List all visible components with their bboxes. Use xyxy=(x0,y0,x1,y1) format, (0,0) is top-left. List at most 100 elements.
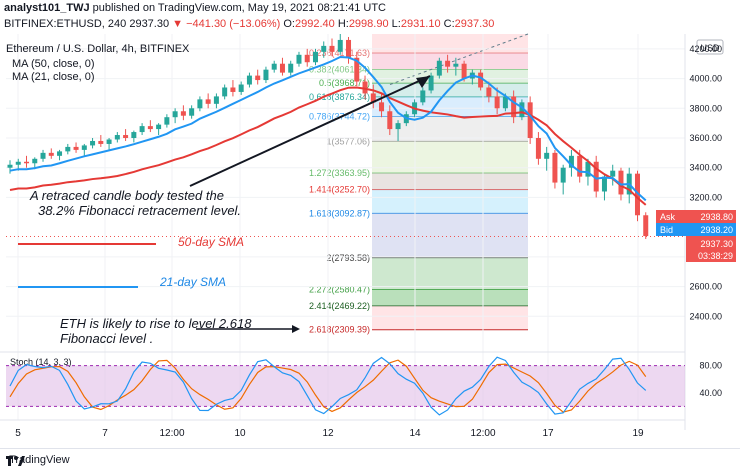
price-tick: 2400.00 xyxy=(689,311,722,321)
high-label: H: xyxy=(337,18,349,30)
stoch-label: Stoch (14, 3, 3) xyxy=(10,357,72,367)
price-change: −441.30 (−13.06%) xyxy=(186,18,281,30)
candle-body xyxy=(197,99,203,109)
time-tick: 17 xyxy=(542,428,554,439)
bid-tag-label: Bid xyxy=(660,225,673,235)
candle-body xyxy=(610,170,616,177)
candle-body xyxy=(238,84,244,92)
candle-body xyxy=(321,45,327,52)
candle-body xyxy=(24,161,30,164)
candle-body xyxy=(73,146,79,150)
symbol: BITFINEX:ETHUSD, 240 xyxy=(4,18,127,30)
time-tick: 7 xyxy=(102,428,108,439)
candle-body xyxy=(453,63,459,67)
candle-body xyxy=(106,139,112,144)
candle-body xyxy=(230,87,236,92)
fib-level-label: 0.5(3968.71) xyxy=(319,78,370,88)
open-label: O: xyxy=(283,18,295,30)
last-price-tag: 2937.30 xyxy=(700,239,733,249)
fib-band xyxy=(372,257,528,290)
candle-body xyxy=(7,164,13,168)
time-tick: 12:00 xyxy=(159,428,184,439)
price-chart[interactable]: 0.236(4171.63) 0.382(4061.34) 0.5(3968.71)… xyxy=(0,0,740,448)
candle-body xyxy=(172,111,178,118)
candle-body xyxy=(312,51,318,63)
candle-body xyxy=(57,151,63,156)
close-value: 2937.30 xyxy=(454,18,495,30)
retrace-note-line1: A retraced candle body tested the xyxy=(29,188,224,203)
price-tick: 3400.00 xyxy=(689,163,722,173)
candle-body xyxy=(271,63,277,70)
candle-body xyxy=(48,152,54,156)
forecast-note-line2: Fibonacci level . xyxy=(60,331,153,346)
stoch-band xyxy=(6,365,685,407)
low-label: L: xyxy=(391,18,401,30)
candle-body xyxy=(263,69,269,81)
candle-body xyxy=(618,170,624,195)
close-label: C: xyxy=(443,18,455,30)
fib-band xyxy=(372,189,528,214)
fib-level-label: 1.618(3092.87) xyxy=(309,208,370,218)
candle-body xyxy=(147,126,153,130)
sma21-note: 21-day SMA xyxy=(159,275,226,289)
candle-body xyxy=(246,75,252,85)
bid-tag-bg xyxy=(656,223,736,236)
candle-body xyxy=(395,123,401,130)
candle-body xyxy=(486,87,492,97)
candle-body xyxy=(560,167,566,183)
candle-body xyxy=(428,75,434,91)
time-tick: 5 xyxy=(15,428,21,439)
publish-line: analyst101_TWJ published on TradingView.… xyxy=(4,2,386,14)
candle-body xyxy=(577,155,583,177)
bid-tag-value: 2938.20 xyxy=(700,225,733,235)
currency-badge xyxy=(696,39,724,55)
open-value: 2992.40 xyxy=(294,18,335,30)
author-name[interactable]: analyst101_TWJ xyxy=(4,2,90,14)
candle-body xyxy=(90,140,96,146)
candle-body xyxy=(370,93,376,103)
candle-body xyxy=(114,135,120,140)
candle-body xyxy=(601,176,607,192)
price-tick: 2600.00 xyxy=(689,282,722,292)
forecast-arrow-head xyxy=(292,325,300,333)
candle-body xyxy=(213,96,219,104)
time-tick: 14 xyxy=(409,428,421,439)
candle-body xyxy=(296,54,302,64)
candle-body xyxy=(329,45,335,52)
fib-level-label: 2(2793.58) xyxy=(326,253,370,263)
fib-level-label: 1(3577.06) xyxy=(326,136,370,146)
candle-body xyxy=(643,215,649,237)
stoch-tick: 80.00 xyxy=(699,361,722,371)
time-tick: 10 xyxy=(234,428,246,439)
fib-band xyxy=(372,141,528,174)
candle-body xyxy=(494,96,500,109)
ma21-line xyxy=(9,56,647,202)
fib-level-label: 2.618(2309.39) xyxy=(309,325,370,335)
candle-body xyxy=(32,158,38,164)
candle-body xyxy=(420,90,426,103)
price-tick: 4000.00 xyxy=(689,74,722,84)
retrace-arrow-head xyxy=(416,76,430,88)
candle-body xyxy=(379,102,385,112)
fib-level-label: 1.414(3252.70) xyxy=(309,185,370,195)
candle-body xyxy=(180,111,186,116)
fib-band xyxy=(372,173,528,190)
time-tick: 19 xyxy=(632,428,644,439)
fib-band xyxy=(372,306,528,330)
candle-body xyxy=(354,57,360,82)
candle-body xyxy=(156,124,162,130)
legend-ma21: MA (21, close, 0) xyxy=(12,71,95,83)
candle-body xyxy=(362,81,368,94)
high-value: 2998.90 xyxy=(348,18,389,30)
last-price-tag-bg xyxy=(686,236,736,262)
candle-body xyxy=(189,108,195,116)
time-tick: 12 xyxy=(322,428,334,439)
stoch-tick: 40.00 xyxy=(699,388,722,398)
candle-body xyxy=(131,132,137,138)
candle-body xyxy=(288,63,294,73)
time-tick: 12:00 xyxy=(470,428,495,439)
fib-band xyxy=(372,213,528,258)
candle-body xyxy=(65,146,71,152)
ask-tag-value: 2938.80 xyxy=(700,212,733,222)
tradingview-logo[interactable]: TradingView xyxy=(6,454,70,466)
